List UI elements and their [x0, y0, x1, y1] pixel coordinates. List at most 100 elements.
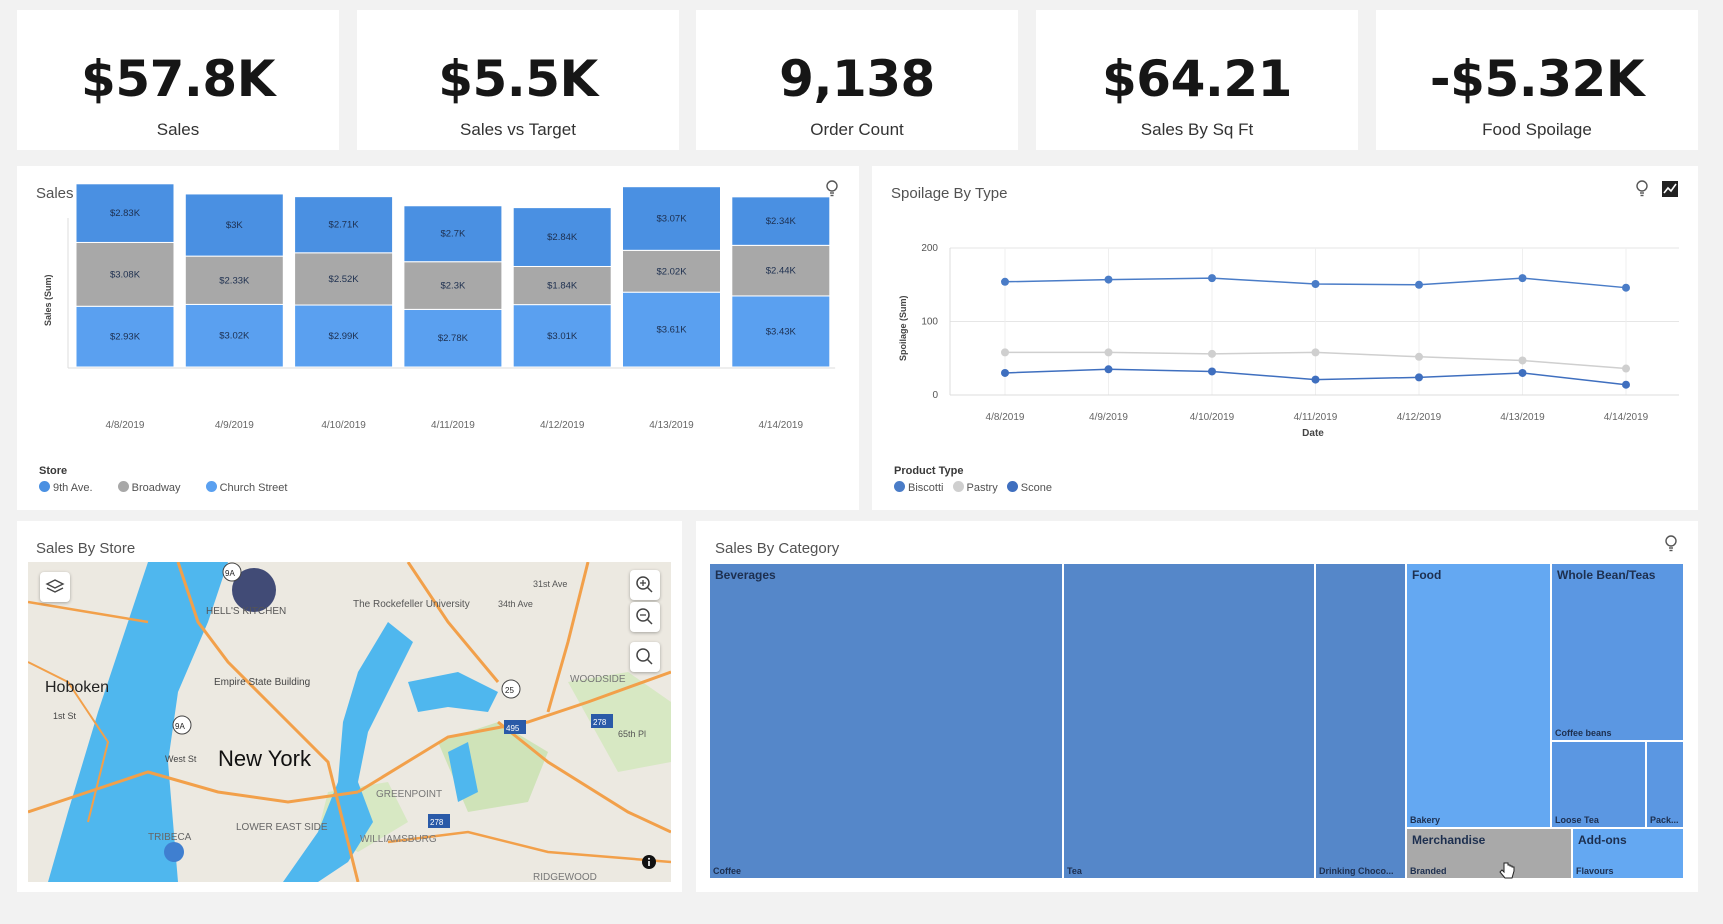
lightbulb-icon[interactable] — [1664, 535, 1678, 553]
legend-item-church-street[interactable]: Church Street — [205, 481, 288, 494]
zoom-out-button[interactable] — [630, 602, 660, 632]
bar-segment — [184, 303, 284, 368]
treemap-group-label: Beverages — [715, 568, 776, 582]
treemap-group-label: Food — [1412, 568, 1442, 582]
kpi-card-sales-by-sqft[interactable]: $64.21 Sales By Sq Ft — [1036, 10, 1358, 150]
bar-segment — [731, 244, 831, 297]
map-canvas[interactable]: Hoboken New York HELL'S KITCHEN The Rock… — [28, 562, 671, 882]
data-label: $2.93K — [110, 332, 141, 343]
treemap-cell-branded[interactable]: Merchandise Branded — [1406, 828, 1572, 879]
bar-segment — [403, 261, 503, 310]
data-point — [1208, 349, 1216, 358]
data-point — [1622, 380, 1630, 389]
kpi-value: $57.8K — [81, 50, 275, 108]
treemap-cell-label: Branded — [1410, 866, 1447, 876]
treemap-cell-label: Flavours — [1576, 866, 1614, 876]
x-tick-label: 4/8/2019 — [106, 420, 145, 431]
kpi-value: $64.21 — [1102, 50, 1292, 108]
zoom-out-icon — [636, 608, 653, 625]
legend-label: Church Street — [219, 482, 288, 494]
bar-segment — [512, 207, 612, 267]
treemap-cell-label: Bakery — [1410, 815, 1441, 825]
kpi-card-sales[interactable]: $57.8K Sales — [17, 10, 339, 150]
lightbulb-icon[interactable] — [1635, 180, 1649, 198]
data-label: $2.33K — [219, 275, 250, 286]
kpi-label: Sales — [156, 120, 200, 139]
x-tick-label: 4/12/2019 — [540, 420, 585, 431]
map-label-31st-ave: 31st Ave — [533, 579, 567, 589]
treemap-cell-tea[interactable]: Tea — [1063, 563, 1315, 879]
legend-title: Store — [39, 465, 68, 477]
hand-cursor-icon — [1499, 862, 1515, 879]
legend-label: Pastry — [966, 482, 998, 494]
treemap-cell-label: Coffee beans — [1555, 728, 1612, 738]
kpi-card-sales-vs-target[interactable]: $5.5K Sales vs Target — [357, 10, 679, 150]
sales-by-day-legend: Store 9th Ave. Broadway Church Street — [39, 465, 309, 494]
route-shield-25: 25 — [505, 686, 514, 695]
legend-swatch — [1006, 481, 1018, 492]
legend-label: 9th Ave. — [53, 482, 93, 494]
map[interactable]: Hoboken New York HELL'S KITCHEN The Rock… — [28, 562, 671, 882]
kpi-value: $5.5K — [438, 50, 598, 108]
data-point — [1001, 348, 1009, 357]
sales-by-category-panel: Sales By Category Beverages Coffee Tea D… — [696, 521, 1698, 892]
treemap-cell-drinking-chocolate[interactable]: Drinking Choco... — [1315, 563, 1406, 879]
bar-segment — [75, 241, 175, 307]
y-tick-label: 0 — [932, 390, 938, 401]
data-point — [1104, 365, 1113, 374]
data-point — [1001, 368, 1009, 377]
treemap-group-label: Add-ons — [1578, 833, 1627, 847]
legend-item-scone[interactable]: Scone — [1006, 481, 1052, 494]
treemap-cell-coffee-beans[interactable]: Whole Bean/Teas Coffee beans — [1551, 563, 1684, 741]
treemap-cell-bakery[interactable]: Food Bakery — [1406, 563, 1551, 828]
legend-item-pastry[interactable]: Pastry — [952, 481, 998, 494]
panel-title: Sales By Store — [36, 540, 136, 557]
data-point — [1415, 352, 1423, 361]
legend-label: Scone — [1020, 482, 1052, 494]
treemap-cell-packaged[interactable]: Pack... — [1646, 741, 1684, 828]
info-icon[interactable] — [641, 854, 657, 870]
map-label-1st-st: 1st St — [53, 711, 77, 721]
kpi-card-food-spoilage[interactable]: -$5.32K Food Spoilage — [1376, 10, 1698, 150]
x-tick-label: 4/8/2019 — [986, 412, 1025, 423]
route-shield-278: 278 — [593, 718, 607, 727]
treemap-cell-coffee[interactable]: Beverages Coffee — [709, 563, 1063, 879]
treemap-group-label: Merchandise — [1412, 833, 1486, 847]
bar-segment — [294, 196, 394, 254]
route-shield-9a: 9A — [225, 569, 235, 578]
treemap: Beverages Coffee Tea Drinking Choco... F… — [709, 563, 1684, 879]
chart-type-icon[interactable] — [1661, 180, 1679, 198]
bar-segment — [403, 308, 503, 368]
route-shield-278-south: 278 — [430, 818, 444, 827]
legend-item-9th-ave[interactable]: 9th Ave. — [39, 481, 93, 494]
x-tick-label: 4/12/2019 — [1397, 412, 1442, 423]
map-label-empire: Empire State Building — [214, 677, 310, 688]
legend-swatch — [952, 481, 964, 492]
x-tick-label: 4/14/2019 — [1604, 412, 1649, 423]
legend-label: Biscotti — [908, 482, 944, 494]
data-point — [1622, 364, 1630, 373]
treemap-cell-label: Pack... — [1650, 815, 1679, 825]
x-tick-label: 4/9/2019 — [1089, 412, 1128, 423]
legend-item-biscotti[interactable]: Biscotti — [894, 481, 943, 494]
data-label: $3.07K — [656, 214, 687, 225]
map-layers-button[interactable] — [40, 572, 70, 602]
search-map-button[interactable] — [630, 642, 660, 672]
treemap-cell-loose-tea[interactable]: Loose Tea — [1551, 741, 1646, 828]
lightbulb-icon[interactable] — [825, 180, 839, 198]
kpi-card-order-count[interactable]: 9,138 Order Count — [696, 10, 1018, 150]
data-label: $2.44K — [766, 266, 797, 277]
data-point — [1415, 373, 1423, 382]
treemap-cell-flavours[interactable]: Add-ons Flavours — [1572, 828, 1684, 879]
legend-item-broadway[interactable]: Broadway — [117, 481, 181, 494]
panel-title: Sales By Category — [715, 540, 840, 557]
sales-by-day-chart: Sales (Sum) $2.93K $3.08K $2.83K 4/8/2019 $3.… — [43, 183, 836, 431]
search-icon — [636, 648, 653, 665]
data-point — [1311, 348, 1320, 357]
bar-segment — [731, 196, 831, 246]
zoom-in-button[interactable] — [630, 570, 660, 600]
map-label-greenpoint: GREENPOINT — [376, 789, 442, 800]
spoilage-legend: Product Type Biscotti Pastry Scone — [894, 465, 1074, 494]
map-label-hells-kitchen: HELL'S KITCHEN — [206, 606, 286, 617]
treemap-cell-label: Coffee — [713, 866, 742, 876]
